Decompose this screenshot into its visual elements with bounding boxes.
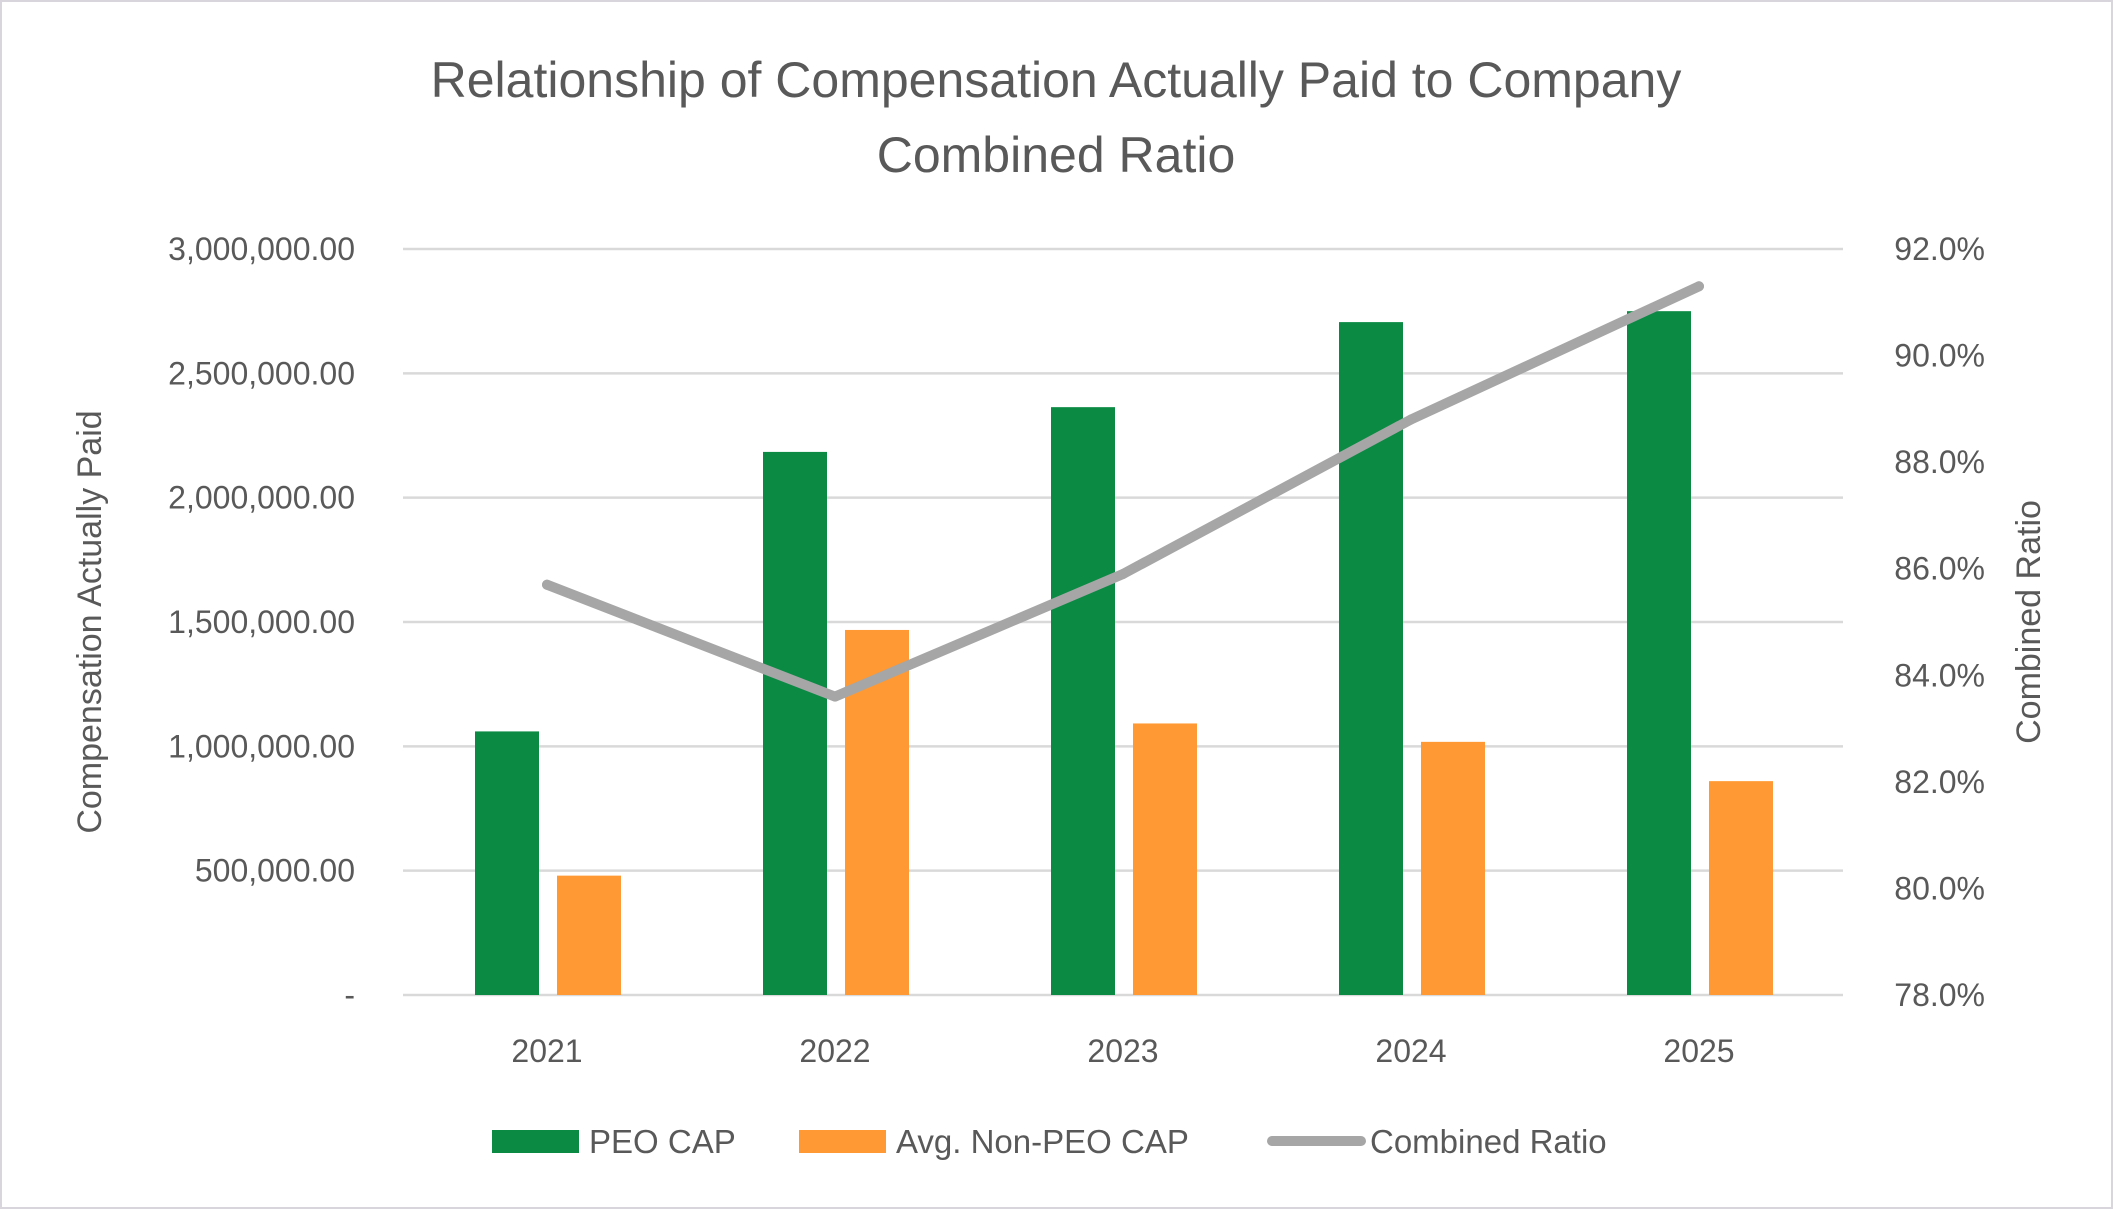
combined-ratio-point-2022[interactable] — [830, 691, 840, 702]
x-tick-labels: 2021 2022 2023 2024 2025 — [511, 1033, 1734, 1069]
chart-title-line-2: Combined Ratio — [877, 127, 1236, 183]
x-tick-label: 2024 — [1375, 1033, 1446, 1069]
y-left-tick-label: 2,500,000.00 — [168, 355, 355, 391]
y-left-tick-label: 1,500,000.00 — [168, 604, 355, 640]
y-right-tick-labels: 78.0% 80.0% 82.0% 84.0% 86.0% 88.0% 90.0% 92.0% — [1894, 231, 1985, 1013]
y-right-tick-label: 78.0% — [1894, 977, 1985, 1013]
legend-label-peo-cap: PEO CAP — [589, 1123, 736, 1160]
legend-swatch-non-peo-cap — [799, 1130, 886, 1153]
y-right-tick-label: 80.0% — [1894, 870, 1985, 906]
y-right-axis-title: Combined Ratio — [2010, 500, 2048, 744]
gridlines — [403, 247, 1843, 997]
combined-ratio-point-2024[interactable] — [1406, 414, 1416, 425]
bar-avg-non-peo-cap-2025[interactable] — [1709, 781, 1773, 995]
y-right-tick-label: 90.0% — [1894, 338, 1985, 374]
bar-peo-cap-2025[interactable] — [1627, 311, 1691, 996]
y-left-tick-label: 2,000,000.00 — [168, 480, 355, 516]
combined-ratio-point-2023[interactable] — [1118, 569, 1128, 580]
bar-avg-non-peo-cap-2021[interactable] — [557, 875, 621, 995]
y-left-tick-label: - — [344, 977, 355, 1013]
y-left-tick-label: 3,000,000.00 — [168, 231, 355, 267]
y-right-tick-label: 92.0% — [1894, 231, 1985, 267]
legend: PEO CAP Avg. Non-PEO CAP Combined Ratio — [492, 1123, 1607, 1160]
legend-label-combined-ratio: Combined Ratio — [1370, 1123, 1607, 1160]
y-left-tick-labels: - 500,000.00 1,000,000.00 1,500,000.00 2,000… — [168, 231, 355, 1013]
x-tick-label: 2021 — [511, 1033, 582, 1069]
chart-title-line-1: Relationship of Compensation Actually Pa… — [431, 52, 1682, 108]
bar-peo-cap-2022[interactable] — [763, 451, 827, 995]
legend-swatch-peo-cap — [492, 1130, 579, 1153]
legend-item-combined-ratio[interactable]: Combined Ratio — [1267, 1123, 1607, 1160]
y-right-tick-label: 88.0% — [1894, 444, 1985, 480]
bar-peo-cap-2024[interactable] — [1339, 322, 1403, 995]
legend-item-peo-cap[interactable]: PEO CAP — [492, 1123, 736, 1160]
y-left-tick-label: 1,000,000.00 — [168, 728, 355, 764]
y-right-tick-label: 84.0% — [1894, 657, 1985, 693]
y-left-axis-title: Compensation Actually Paid — [71, 410, 109, 833]
bar-peo-cap-2023[interactable] — [1051, 407, 1115, 996]
x-tick-label: 2023 — [1087, 1033, 1158, 1069]
combined-ratio-line-group — [542, 281, 1704, 702]
y-right-tick-label: 82.0% — [1894, 764, 1985, 800]
bar-avg-non-peo-cap-2023[interactable] — [1133, 723, 1197, 995]
bars — [475, 311, 1773, 996]
bar-avg-non-peo-cap-2024[interactable] — [1421, 741, 1485, 995]
y-left-tick-label: 500,000.00 — [195, 853, 355, 889]
combined-ratio-point-2025[interactable] — [1694, 281, 1704, 292]
bar-peo-cap-2021[interactable] — [475, 731, 539, 995]
y-right-tick-label: 86.0% — [1894, 551, 1985, 587]
legend-label-non-peo-cap: Avg. Non-PEO CAP — [896, 1123, 1189, 1160]
legend-item-non-peo-cap[interactable]: Avg. Non-PEO CAP — [799, 1123, 1189, 1160]
x-tick-label: 2025 — [1663, 1033, 1734, 1069]
combined-ratio-point-2021[interactable] — [542, 579, 552, 590]
x-tick-label: 2022 — [799, 1033, 870, 1069]
combined-ratio-line[interactable] — [542, 281, 1704, 702]
